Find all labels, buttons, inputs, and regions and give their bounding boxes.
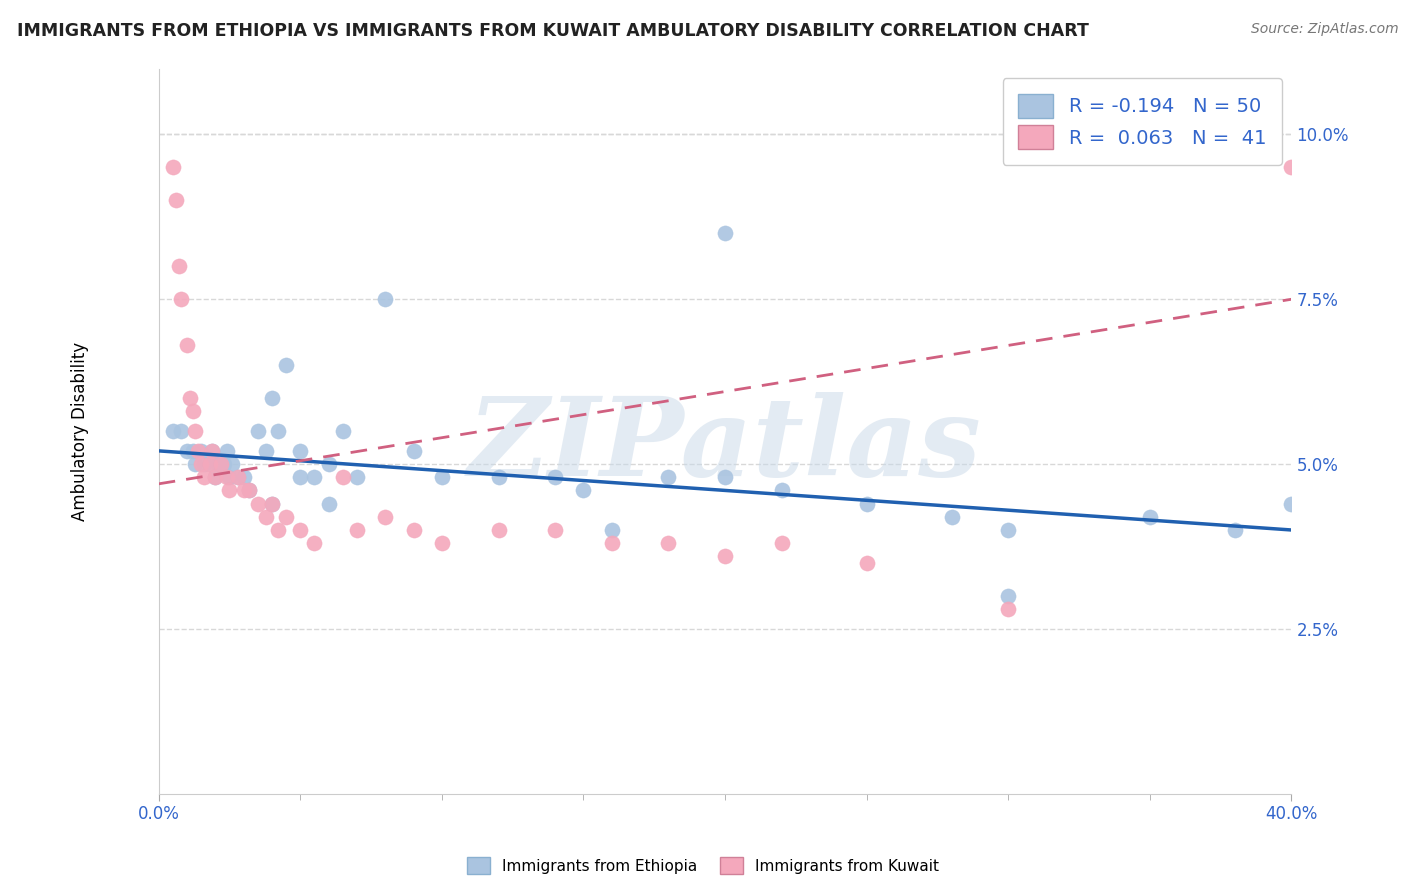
Point <box>657 536 679 550</box>
Point <box>714 549 737 564</box>
Legend: R = -0.194   N = 50, R =  0.063   N =  41: R = -0.194 N = 50, R = 0.063 N = 41 <box>1002 78 1282 165</box>
Point <box>218 470 240 484</box>
Point <box>254 509 277 524</box>
Point <box>226 470 249 484</box>
Point <box>1281 161 1303 175</box>
Point <box>193 457 215 471</box>
Point <box>204 470 226 484</box>
Point <box>167 260 190 274</box>
Point <box>600 523 623 537</box>
Point <box>276 358 298 372</box>
Point <box>657 470 679 484</box>
Point <box>266 424 288 438</box>
Point <box>212 457 235 471</box>
Point <box>193 470 215 484</box>
Point <box>165 194 187 208</box>
Point <box>304 536 326 550</box>
Text: ZIPatlas: ZIPatlas <box>468 392 981 500</box>
Point <box>201 443 224 458</box>
Point <box>260 391 283 405</box>
Point <box>266 523 288 537</box>
Point <box>184 457 207 471</box>
Point <box>346 470 368 484</box>
Point <box>488 523 510 537</box>
Point <box>209 457 232 471</box>
Point <box>544 523 567 537</box>
Point <box>181 404 204 418</box>
Point <box>215 443 238 458</box>
Point <box>346 523 368 537</box>
Point <box>204 470 226 484</box>
Point <box>162 161 184 175</box>
Point <box>304 470 326 484</box>
Point <box>997 523 1019 537</box>
Point <box>246 497 269 511</box>
Point <box>290 443 312 458</box>
Point <box>218 483 240 498</box>
Point <box>1139 509 1161 524</box>
Point <box>318 457 340 471</box>
Point <box>238 483 260 498</box>
Point <box>170 424 193 438</box>
Point <box>179 391 201 405</box>
Point <box>430 470 453 484</box>
Point <box>402 443 425 458</box>
Y-axis label: Ambulatory Disability: Ambulatory Disability <box>72 342 89 521</box>
Point <box>246 424 269 438</box>
Point <box>221 457 243 471</box>
Point <box>260 497 283 511</box>
Point <box>374 509 396 524</box>
Point <box>201 443 224 458</box>
Point <box>855 497 877 511</box>
Point <box>162 424 184 438</box>
Point <box>714 470 737 484</box>
Point <box>332 470 354 484</box>
Point <box>855 556 877 570</box>
Point <box>232 483 254 498</box>
Point <box>544 470 567 484</box>
Point <box>209 457 232 471</box>
Point <box>1281 497 1303 511</box>
Point <box>198 457 221 471</box>
Point <box>181 443 204 458</box>
Point <box>402 523 425 537</box>
Point <box>238 483 260 498</box>
Point <box>198 457 221 471</box>
Point <box>290 523 312 537</box>
Point <box>941 509 963 524</box>
Point <box>190 443 212 458</box>
Point <box>997 589 1019 603</box>
Point <box>170 292 193 306</box>
Point <box>226 470 249 484</box>
Point <box>374 292 396 306</box>
Point <box>254 443 277 458</box>
Point <box>770 536 793 550</box>
Point <box>997 602 1019 616</box>
Point <box>176 338 198 352</box>
Point <box>232 470 254 484</box>
Point <box>1223 523 1246 537</box>
Point <box>488 470 510 484</box>
Point <box>276 509 298 524</box>
Text: Source: ZipAtlas.com: Source: ZipAtlas.com <box>1251 22 1399 37</box>
Text: IMMIGRANTS FROM ETHIOPIA VS IMMIGRANTS FROM KUWAIT AMBULATORY DISABILITY CORRELA: IMMIGRANTS FROM ETHIOPIA VS IMMIGRANTS F… <box>17 22 1088 40</box>
Point <box>290 470 312 484</box>
Point <box>600 536 623 550</box>
Point <box>187 443 209 458</box>
Point <box>332 424 354 438</box>
Point <box>318 497 340 511</box>
Point <box>190 457 212 471</box>
Point <box>207 457 229 471</box>
Legend: Immigrants from Ethiopia, Immigrants from Kuwait: Immigrants from Ethiopia, Immigrants fro… <box>461 851 945 880</box>
Point <box>770 483 793 498</box>
Point <box>215 470 238 484</box>
Point <box>430 536 453 550</box>
Point <box>184 424 207 438</box>
Point <box>260 497 283 511</box>
Point <box>714 227 737 241</box>
Point <box>572 483 595 498</box>
Point <box>176 443 198 458</box>
